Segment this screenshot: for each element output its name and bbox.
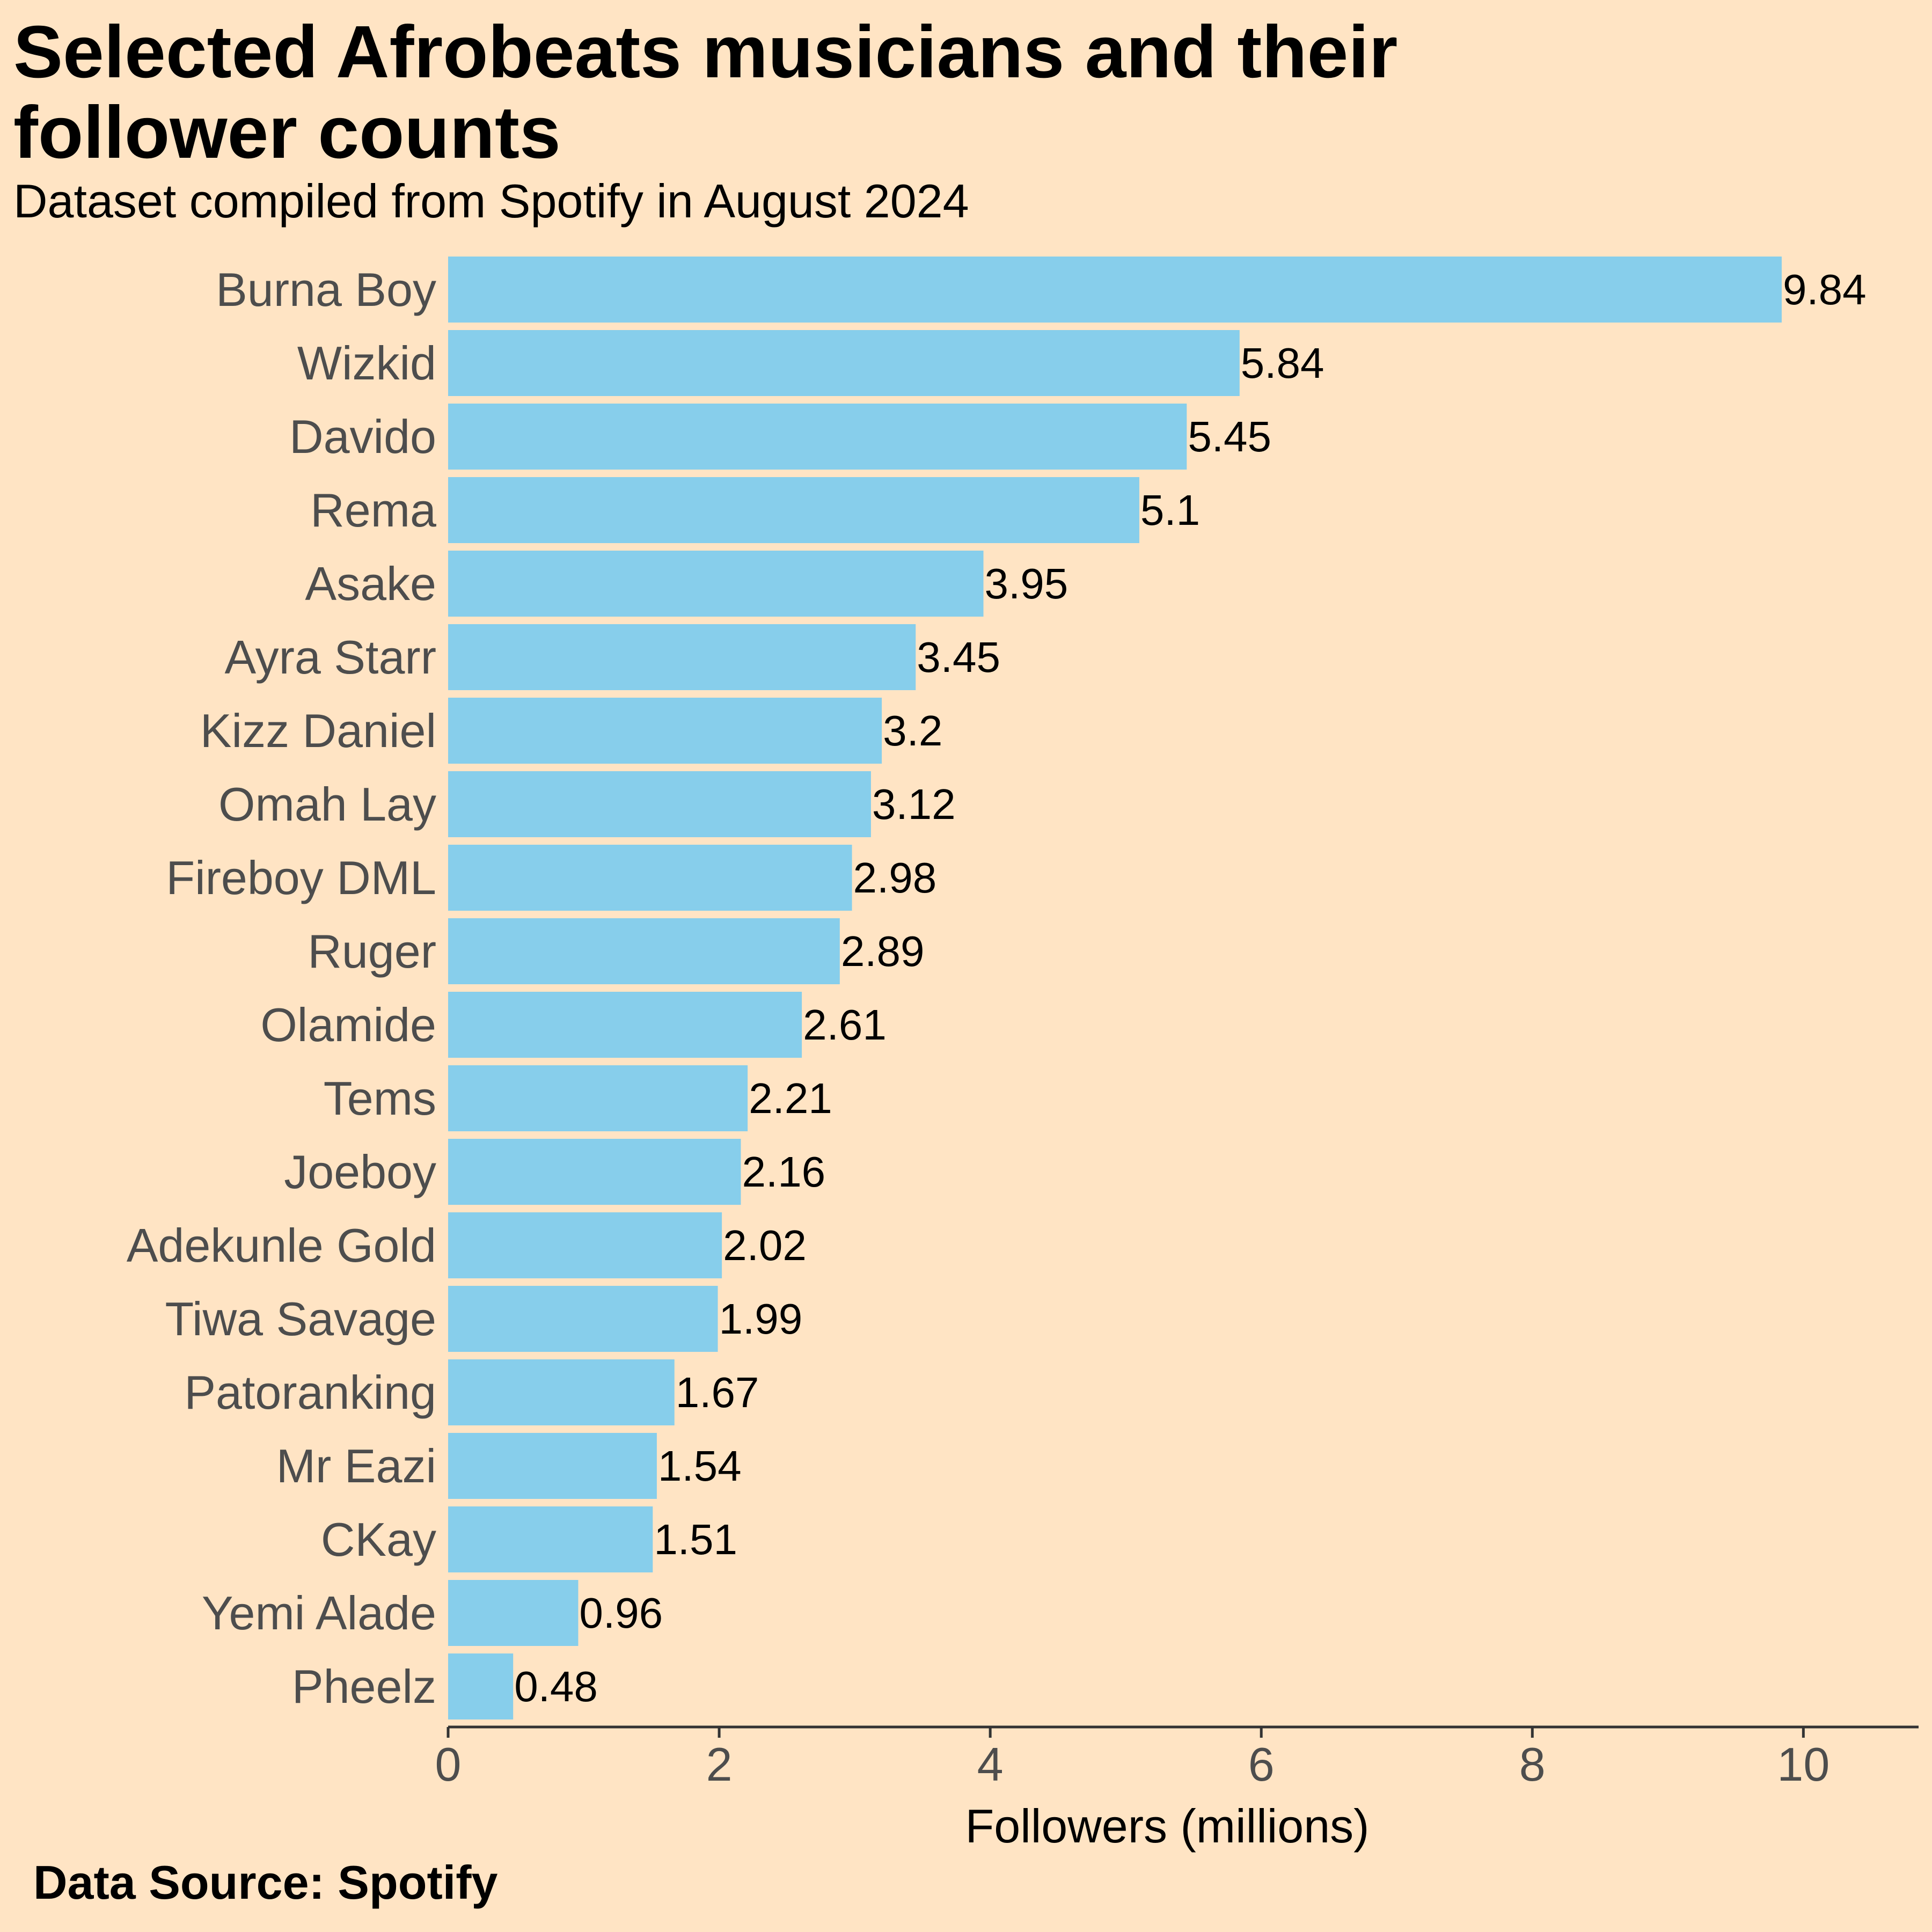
category-label: Adekunle Gold: [127, 1219, 436, 1272]
value-label: 5.45: [1188, 413, 1271, 460]
bar-rema: [448, 477, 1139, 543]
category-label: Mr Eazi: [276, 1439, 436, 1492]
value-label: 2.02: [723, 1221, 807, 1269]
value-label: 3.12: [872, 780, 956, 828]
value-label: 1.99: [719, 1295, 803, 1343]
category-label: Fireboy DML: [166, 851, 436, 904]
category-label: CKay: [321, 1513, 436, 1566]
bar-yemi-alade: [448, 1580, 579, 1646]
category-label: Wizkid: [297, 336, 436, 390]
value-label: 5.1: [1140, 486, 1200, 534]
category-label: Olamide: [260, 998, 436, 1051]
category-label: Ayra Starr: [225, 631, 437, 684]
category-label: Asake: [305, 557, 436, 610]
chart-subtitle: Dataset compiled from Spotify in August …: [13, 174, 969, 228]
category-label: Tems: [324, 1072, 436, 1125]
value-label: 9.84: [1783, 266, 1867, 313]
x-tick-label: 6: [1248, 1738, 1275, 1791]
value-label: 3.95: [985, 560, 1069, 608]
x-tick-label: 0: [435, 1738, 462, 1791]
value-label: 0.48: [514, 1663, 598, 1710]
category-label: Patoranking: [184, 1366, 436, 1419]
labels-layer: Burna Boy 9.84 Wizkid 5.84 Davido 5.45 Rema 5.1…: [127, 263, 1867, 1713]
x-tick-label: 10: [1777, 1738, 1829, 1791]
bar-omah-lay: [448, 771, 871, 837]
value-label: 5.84: [1241, 339, 1324, 387]
value-label: 3.45: [917, 633, 1000, 681]
bar-wizkid: [448, 330, 1240, 396]
bar-burna-boy: [448, 257, 1782, 323]
category-label: Tiwa Savage: [165, 1292, 436, 1345]
chart-title: Selected Afrobeats musicians and their f…: [13, 11, 1398, 174]
category-label: Yemi Alade: [202, 1586, 436, 1640]
category-label: Pheelz: [292, 1660, 436, 1713]
category-label: Burna Boy: [216, 263, 436, 316]
value-label: 1.51: [654, 1516, 737, 1563]
bar-adekunle-gold: [448, 1212, 722, 1278]
category-label: Joeboy: [284, 1145, 436, 1198]
value-label: 2.21: [749, 1074, 832, 1122]
x-tick-label: 8: [1519, 1738, 1546, 1791]
category-label: Omah Lay: [218, 778, 436, 831]
value-label: 2.89: [841, 927, 925, 975]
x-tick-label: 4: [977, 1738, 1004, 1791]
category-label: Kizz Daniel: [200, 704, 436, 757]
x-axis-label: Followers (millions): [965, 1799, 1370, 1853]
value-label: 3.2: [883, 707, 942, 755]
bar-mr-eazi: [448, 1433, 657, 1499]
bar-ayra-starr: [448, 624, 916, 690]
category-label: Ruger: [308, 925, 436, 978]
x-axis: 0 2 4 6 8 10 Followers (millions): [435, 1725, 1919, 1853]
bar-tems: [448, 1065, 748, 1131]
bar-asake: [448, 551, 984, 617]
value-label: 1.54: [658, 1442, 742, 1490]
value-label: 2.98: [853, 854, 937, 902]
value-label: 1.67: [676, 1368, 759, 1416]
value-label: 2.61: [803, 1001, 887, 1049]
bar-ruger: [448, 918, 840, 984]
bar-pheelz: [448, 1653, 514, 1719]
bar-tiwa-savage: [448, 1286, 718, 1352]
x-tick-label: 2: [706, 1738, 733, 1791]
bar-joeboy: [448, 1139, 741, 1205]
bars-layer: [448, 257, 1782, 1719]
value-label: 2.16: [742, 1148, 825, 1196]
bar-kizz-daniel: [448, 698, 882, 764]
bar-fireboy-dml: [448, 845, 852, 911]
bar-ckay: [448, 1506, 653, 1572]
bar-davido: [448, 404, 1187, 470]
data-source-note: Data Source: Spotify: [33, 1856, 498, 1909]
bar-olamide: [448, 992, 802, 1058]
category-label: Rema: [310, 484, 436, 537]
bar-patoranking: [448, 1359, 675, 1425]
category-label: Davido: [289, 410, 436, 463]
value-label: 0.96: [579, 1589, 663, 1637]
